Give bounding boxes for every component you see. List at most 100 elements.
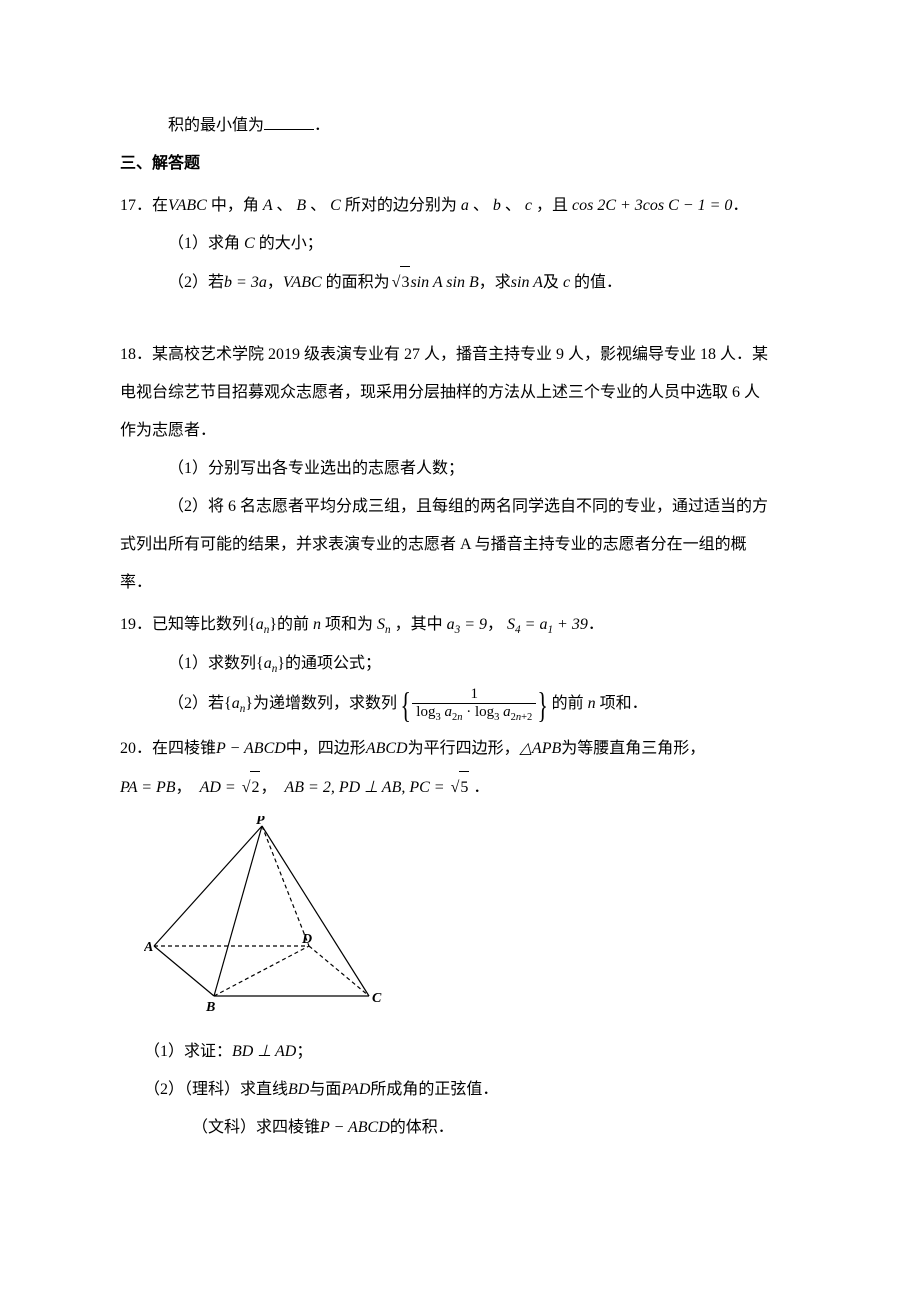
- b-var: b: [489, 197, 505, 214]
- q17-t9: ．: [732, 197, 748, 214]
- sinA: sin A: [511, 274, 543, 291]
- q17-p2f: 及: [543, 274, 559, 291]
- q18-p1: （1）分别写出各专业选出的志愿者人数；: [120, 453, 800, 485]
- q20-p2: （2）（理科）求直线BD与面PAD所成角的正弦值．: [120, 1074, 800, 1106]
- q17-p2g: 的值．: [574, 274, 622, 291]
- q20-l2d: ，: [260, 779, 276, 796]
- frac-den: log3 a2n · log3 a2n+2: [412, 704, 536, 724]
- Sn: Sn: [373, 616, 395, 633]
- pabcd: P − ABCD: [216, 740, 286, 757]
- fill-blank: [264, 115, 314, 130]
- q17-eqn: cos 2C + 3cos C − 1 = 0: [568, 197, 732, 214]
- q19-p1b: 的通项公式；: [285, 655, 381, 672]
- q20-stem: 20．在四棱锥P − ABCD中，四边形ABCD为平行四边形，△APB为等腰直角…: [120, 733, 800, 765]
- q19-p2b: 为递增数列，求数列: [253, 695, 397, 712]
- apb: △APB: [520, 740, 562, 757]
- rad2-val: 2: [250, 771, 260, 804]
- edge-DC: [309, 946, 369, 996]
- q20-line2: PA = PB， AD = √2， AB = 2, PD ⊥ AB, PC = …: [120, 771, 800, 804]
- q17-t5: 所对的边分别为: [345, 197, 457, 214]
- q17-p2b: ，: [267, 274, 283, 291]
- abcd: ABCD: [366, 740, 408, 757]
- label-B: B: [205, 1000, 215, 1015]
- n-var2: n: [584, 695, 600, 712]
- q17-part1: （1）求角 C 的大小；: [120, 228, 800, 260]
- tail-text: 积的最小值为: [168, 117, 264, 134]
- q20: 20．在四棱锥P − ABCD中，四边形ABCD为平行四边形，△APB为等腰直角…: [120, 733, 800, 1144]
- q17-t7: 、: [505, 197, 521, 214]
- q19-p2d: 项和．: [600, 695, 648, 712]
- label-A: A: [144, 940, 153, 955]
- q20-p3: （文科）求四棱锥P − ABCD的体积．: [120, 1112, 800, 1144]
- q20-p3a: （文科）求四棱锥: [192, 1119, 320, 1136]
- ad-eq: AD =: [200, 779, 240, 796]
- q20-p1: （1）求证：BD ⊥ AD；: [120, 1036, 800, 1068]
- c-var2: c: [559, 274, 574, 291]
- B-var: B: [292, 197, 310, 214]
- q17-stem: 17．在‍VABC 中，角 A 、 B 、 C 所对的边分别为 a 、 b 、 …: [120, 190, 800, 222]
- q20-p1c: ；: [296, 1043, 312, 1060]
- section-3-heading: 三、解答题: [120, 148, 800, 180]
- edge-BD: [214, 946, 309, 996]
- q18-l2: 电视台综艺节目招募观众志愿者，现采用分层抽样的方法从上述三个专业的人员中选取 6…: [120, 377, 800, 409]
- sqrt2: √2: [240, 771, 261, 804]
- q20-p2e: 所成角的正弦值．: [370, 1081, 498, 1098]
- q20-p1a: （1）求证：: [144, 1043, 232, 1060]
- q20-num: 20．: [120, 740, 152, 757]
- q17-p2d: ，求: [479, 274, 511, 291]
- rbrace-icon: }: [538, 687, 548, 723]
- q17-t3: 、: [276, 197, 292, 214]
- sqrt3: √3: [390, 266, 411, 299]
- q20-t2: 中，四边形: [286, 740, 366, 757]
- edge-PC: [262, 826, 369, 996]
- label-D: D: [301, 932, 312, 947]
- c-var: c: [521, 197, 536, 214]
- q17-p2a: （2）若: [168, 274, 224, 291]
- q19-eq2: S4 = a1 + 39: [503, 616, 588, 633]
- prev-problem-tail: 积的最小值为 ．: [120, 110, 800, 142]
- edge-AB: [154, 946, 214, 996]
- q20-diagram: P A B C D: [144, 816, 800, 1028]
- q19-p2a: （2）若: [168, 695, 224, 712]
- q19-t3: 项和为: [325, 616, 373, 633]
- label-P: P: [256, 816, 265, 828]
- label-C: C: [372, 991, 382, 1006]
- triangle-sym: ‍V: [168, 197, 177, 214]
- q18-p2b: 式列出所有可能的结果，并求表演专业的志愿者 A 与播音主持专业的志愿者分在一组的…: [120, 529, 800, 561]
- tail-period: ．: [314, 117, 330, 134]
- edge-PA: [154, 826, 262, 946]
- bd: BD: [288, 1081, 309, 1098]
- A-var: A: [259, 197, 276, 214]
- q17-t2: 中，角: [211, 197, 259, 214]
- q19-t1: 已知等比数列: [152, 616, 248, 633]
- edge-PB: [214, 826, 262, 996]
- q19-p2c: 的前: [552, 695, 584, 712]
- C-var2: C: [240, 235, 259, 252]
- q17-t1: 在: [152, 197, 168, 214]
- q18-l1: 18．某高校艺术学院 2019 级表演专业有 27 人，播音主持专业 9 人，影…: [120, 339, 800, 371]
- page-container: 积的最小值为． 三、解答题 17．在‍VABC 中，角 A 、 B 、 C 所对…: [0, 0, 920, 1204]
- q20-l2b: ，: [176, 779, 192, 796]
- q20-p2a: （2）（理科）求直线: [144, 1081, 288, 1098]
- rad5-val: 5: [459, 771, 469, 804]
- q19-t5: ，: [487, 616, 503, 633]
- q18-p2c: 率．: [120, 567, 800, 599]
- q17-num: 17．: [120, 197, 152, 214]
- q19-t2: 的前: [277, 616, 309, 633]
- q20-t3: 为平行四边形，: [408, 740, 520, 757]
- q17-p1a: （1）求角: [168, 235, 240, 252]
- papb: PA = PB: [120, 779, 176, 796]
- q17: 17．在‍VABC 中，角 A 、 B 、 C 所对的边分别为 a 、 b 、 …: [120, 190, 800, 299]
- q17-sinab: sin A sin B: [410, 274, 478, 291]
- C-var: C: [326, 197, 345, 214]
- q20-p3c: 的体积．: [390, 1119, 454, 1136]
- q19-num: 19．: [120, 616, 152, 633]
- q19-p1: （1）求数列{an}的通项公式；: [120, 648, 800, 681]
- q18-num: 18．: [120, 346, 152, 363]
- abc2: ABC: [291, 274, 325, 291]
- sqrt5: √5: [449, 771, 470, 804]
- q19-t4: ，其中: [395, 616, 443, 633]
- q20-l2f: ．: [473, 779, 489, 796]
- q17-p1b: 的大小；: [259, 235, 323, 252]
- bd-ad: BD ⊥ AD: [232, 1043, 296, 1060]
